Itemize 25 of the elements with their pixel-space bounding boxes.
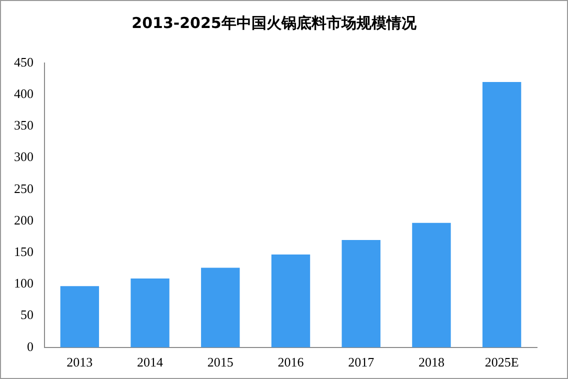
y-tick-label: 50 (20, 307, 34, 322)
bar (130, 278, 170, 348)
y-tick-label: 250 (14, 180, 34, 196)
y-tick-label: 100 (14, 276, 34, 291)
x-tick-label: 2015 (207, 354, 234, 370)
y-tick-label: 0 (27, 338, 34, 354)
bar (60, 286, 100, 348)
y-tick-label: 350 (14, 118, 34, 133)
x-tick-label: 2014 (137, 354, 164, 370)
y-tick-label: 300 (14, 149, 34, 164)
chart-title: 2013-2025年中国火锅底料市场规模情况 (132, 14, 418, 32)
x-tick-label: 2013 (66, 354, 93, 370)
y-tick-label: 150 (14, 244, 34, 260)
bar (482, 82, 522, 348)
y-tick-label: 200 (14, 212, 34, 228)
bar (271, 254, 310, 348)
bar (201, 268, 240, 348)
x-tick-label: 2018 (418, 354, 444, 370)
x-tick-label: 2016 (278, 354, 304, 370)
y-tick-label: 450 (14, 54, 34, 70)
y-tick-label: 400 (14, 86, 34, 102)
x-tick-label: 2017 (348, 354, 375, 370)
x-tick-label: 2025E (484, 354, 519, 370)
bar (412, 222, 451, 348)
bar (342, 240, 380, 348)
